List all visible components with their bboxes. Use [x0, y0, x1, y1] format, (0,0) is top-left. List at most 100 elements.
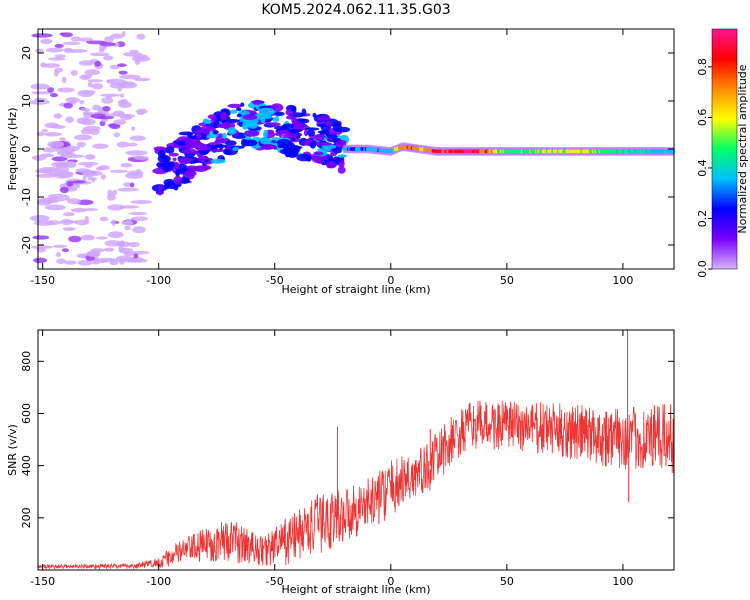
spectrogram-blob	[59, 186, 69, 194]
spectrogram-blob	[109, 259, 119, 266]
snr-frame	[37, 329, 675, 571]
figure-title: KOM5.2024.062.11.35.G03	[261, 2, 450, 18]
spectrogram-blob	[117, 63, 127, 67]
spectrogram-blob	[70, 69, 78, 76]
spectrogram-blob	[120, 93, 125, 98]
spectrogram-blob	[71, 180, 86, 184]
snr-x-tick-label: -150	[30, 575, 55, 588]
spectrogram-blob	[128, 211, 148, 216]
spectrogram-blob	[111, 219, 116, 226]
spectrogram-blob	[35, 173, 57, 178]
spectrogram-blob	[36, 199, 52, 206]
spectrogram-blob	[110, 33, 124, 39]
spectrogram-blob	[309, 140, 317, 149]
spectrogram-blob	[86, 40, 107, 45]
spectrogram-blob	[87, 251, 101, 258]
spectrogram-blob	[29, 215, 50, 222]
colorbar-tick-label: 0.2	[696, 210, 709, 228]
spectrogram-blob	[226, 119, 241, 123]
spectrogram-blob	[188, 135, 196, 139]
spectrogram-y-tick-label: -10	[20, 188, 33, 206]
spectrogram-y-tick-label: -20	[20, 236, 33, 254]
spectrogram-blob	[31, 33, 53, 38]
spectrogram-blob	[315, 133, 325, 142]
spectrogram-blob	[92, 143, 109, 149]
spectrogram-y-tick-label: 0	[20, 146, 33, 153]
spectrogram-blob	[133, 155, 149, 160]
spectrogram-blob	[59, 32, 66, 36]
snr-marks	[37, 330, 675, 570]
spectrogram-blob	[76, 141, 86, 148]
spectrogram-blob	[132, 226, 146, 234]
spectrogram-blob	[223, 148, 232, 155]
spectrogram-blob	[43, 132, 63, 137]
spectrogram-blob	[103, 247, 115, 252]
spectrogram-blob	[133, 253, 139, 259]
spectrogram-blob	[217, 133, 224, 139]
spectrogram-blob	[55, 252, 62, 258]
spectrogram-x-ticks: -150 -100 -50 0 50 100	[30, 29, 633, 287]
spectrogram-blob	[112, 189, 118, 196]
spectrogram-blob	[82, 176, 87, 182]
spectrogram-blob	[98, 165, 110, 171]
spectrogram-blob	[32, 235, 50, 240]
spectrogram-blob	[75, 168, 91, 173]
spectrogram-blob	[90, 248, 105, 253]
spectrogram-blob	[227, 126, 237, 135]
spectrogram-blob	[225, 140, 237, 147]
spectrogram-blob	[80, 108, 91, 112]
spectrogram-blob	[197, 155, 206, 163]
spectrogram-blob	[109, 169, 128, 173]
spectrogram-blob	[56, 150, 73, 156]
spectrogram-blob	[118, 247, 134, 254]
spectrogram-blob	[106, 78, 127, 85]
spectrogram-blob	[78, 37, 93, 42]
spectrogram-blob	[260, 136, 272, 145]
spectrogram-blob	[91, 83, 104, 90]
snr-chart: -150 -100 -50 0 50 100 200 400 600 800 Height of…	[6, 329, 675, 596]
spectrogram-blob	[61, 76, 67, 84]
spectrogram-blob	[136, 110, 145, 116]
colorbar: 0.0 0.2 0.4 0.6 0.8 Normalized spectral ampl…	[696, 28, 749, 278]
spectrogram-blob	[116, 141, 130, 148]
spectrogram-blob	[102, 106, 111, 112]
spectrogram-blob	[321, 142, 332, 146]
spectrogram-blob	[82, 111, 93, 116]
spectrogram-blob	[73, 134, 93, 141]
spectrogram-blob	[70, 100, 77, 105]
spectrogram-blob	[31, 91, 53, 95]
spectrogram-blob	[117, 114, 136, 118]
spectrogram-blob	[99, 93, 121, 97]
spectrogram-blob	[172, 157, 177, 161]
spectrogram-blob	[56, 258, 67, 264]
spectrogram-blob	[242, 114, 258, 120]
spectrogram-blob	[286, 115, 296, 120]
snr-x-axis-label: Height of straight line (km)	[281, 583, 430, 596]
spectrogram-blob	[115, 241, 131, 248]
spectrogram-blob	[118, 74, 141, 80]
spectrogram-blob	[89, 52, 110, 57]
spectrogram-blob	[63, 102, 73, 109]
spectrogram-blob	[124, 225, 131, 231]
spectrogram-blob	[77, 161, 99, 166]
spectrogram-blob	[119, 258, 125, 265]
spectrogram-blob	[68, 235, 82, 243]
spectrogram-blob	[165, 146, 175, 154]
spectrogram-blob	[227, 103, 243, 108]
spectrogram-blob	[125, 150, 148, 156]
spectrogram-blob	[74, 219, 90, 226]
spectrogram-blob	[181, 148, 197, 154]
spectrogram-blob	[183, 170, 197, 177]
spectrogram-blob	[62, 41, 81, 46]
spectrogram-blob	[98, 45, 107, 50]
spectrogram-blob	[181, 176, 186, 184]
spectrogram-blob	[236, 113, 243, 118]
spectrogram-blob	[40, 38, 53, 45]
colorbar-tick-label: 0.6	[696, 109, 709, 127]
spectrogram-blob	[222, 132, 227, 140]
spectrogram-blob	[282, 141, 296, 151]
spectrogram-blob	[91, 104, 101, 111]
spectrogram-blob	[325, 129, 330, 137]
